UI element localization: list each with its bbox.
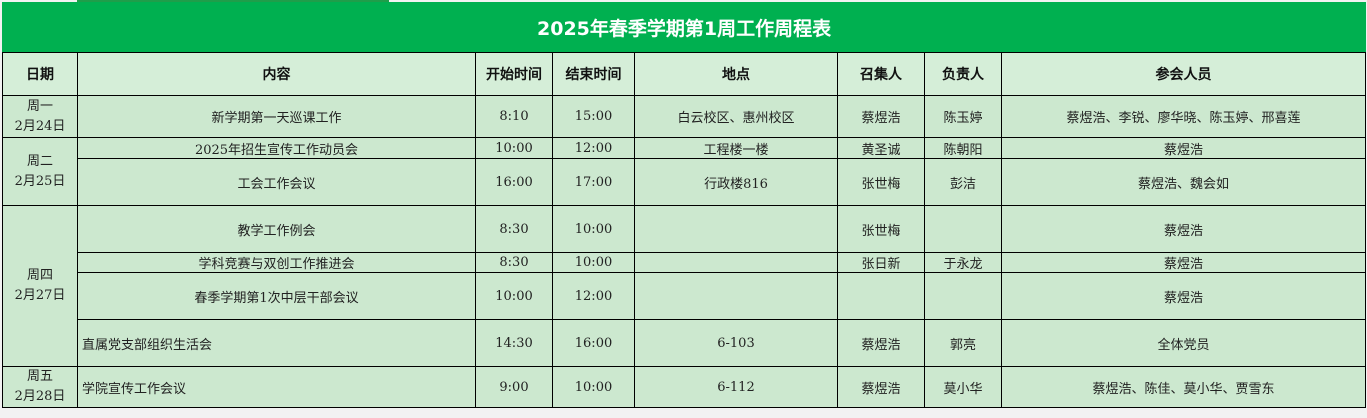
content-cell: 教学工作例会: [77, 205, 476, 253]
column-header: 参会人员: [1000, 52, 1367, 96]
attendees-cell: 蔡煜浩: [1000, 137, 1367, 159]
content-cell: 春季学期第1次中层干部会议: [77, 272, 476, 320]
column-header: 地点: [634, 52, 838, 96]
content-cell: 工会工作会议: [77, 158, 476, 206]
owner-cell: 彭洁: [924, 158, 1002, 206]
start-cell: 9:00: [475, 366, 553, 408]
end-cell: 12:00: [552, 272, 635, 320]
date: 2月25日: [14, 173, 66, 189]
content-cell: 学科竞赛与双创工作推进会: [77, 252, 476, 273]
start-cell: 8:30: [475, 205, 553, 253]
table-body: 周一 2月24日 新学期第一天巡课工作 8:10 15:00 白云校区、惠州校区 蔡煜浩 陈玉…: [2, 95, 1367, 408]
column-header: 召集人: [837, 52, 925, 96]
owner-cell: 于永龙: [924, 252, 1002, 273]
weekday: 周四: [26, 268, 53, 283]
owner-cell: [924, 205, 1002, 253]
start-cell: 10:00: [475, 272, 553, 320]
date-cell: 周四 2月27日: [2, 205, 78, 367]
date: 2月28日: [14, 389, 66, 404]
convener-cell: 张世梅: [837, 158, 925, 206]
table-row: 周五 2月28日 学院宣传工作会议 9:00 10:00 6-112 蔡煜浩 莫小华 蔡煜浩、陈…: [2, 366, 1367, 408]
column-header: 负责人: [924, 52, 1002, 96]
attendees-cell: 全体党员: [1000, 319, 1367, 367]
column-header: 开始时间: [475, 52, 553, 96]
location-cell: 6-103: [634, 319, 838, 367]
start-cell: 16:00: [475, 158, 553, 206]
end-cell: 15:00: [552, 95, 635, 138]
attendees-cell: 蔡煜浩、陈佳、莫小华、贾雪东: [1000, 366, 1367, 408]
location-cell: [634, 252, 838, 273]
column-header: 日期: [2, 52, 78, 96]
header-row: 日期 内容 开始时间 结束时间 地点 召集人 负责人 参会人员: [2, 52, 1367, 96]
end-cell: 10:00: [552, 366, 635, 408]
convener-cell: 张世梅: [837, 205, 925, 253]
convener-cell: [837, 272, 925, 320]
table-row: 直属党支部组织生活会 14:30 16:00 6-103 蔡煜浩 郭亮 全体党员: [3, 319, 1367, 367]
location-cell: 6-112: [634, 366, 838, 408]
table-row: 学科竞赛与双创工作推进会 8:30 10:00 张日新 于永龙 蔡煜浩: [3, 252, 1367, 273]
end-cell: 16:00: [552, 319, 635, 367]
attendees-cell: 蔡煜浩: [1000, 205, 1367, 253]
table-title: 2025年春季学期第1周工作周程表: [1, 2, 1367, 53]
date-cell: 周一 2月24日: [2, 95, 78, 138]
date: 2月24日: [14, 118, 66, 134]
convener-cell: 黄圣诚: [837, 137, 925, 159]
weekday: 周二: [26, 153, 53, 169]
attendees-cell: 蔡煜浩、李锐、廖华晓、陈玉婷、邢喜莲: [1000, 95, 1367, 138]
end-cell: 10:00: [552, 252, 635, 273]
end-cell: 17:00: [552, 158, 635, 206]
convener-cell: 蔡煜浩: [837, 319, 925, 367]
owner-cell: 莫小华: [924, 366, 1002, 408]
convener-cell: 张日新: [837, 252, 925, 273]
start-cell: 8:10: [475, 95, 553, 138]
table-row: 工会工作会议 16:00 17:00 行政楼816 张世梅 彭洁 蔡煜浩、魏会如: [3, 158, 1367, 206]
owner-cell: [924, 272, 1002, 320]
schedule-table: 2025年春季学期第1周工作周程表 日期 内容 开始时间 结束时间 地点 召集人 负责人 参会…: [1, 2, 1367, 408]
table-row: 周四 2月27日 教学工作例会 8:30 10:00 张世梅 蔡煜浩: [2, 205, 1367, 367]
weekday: 周一: [26, 98, 53, 114]
end-cell: 12:00: [552, 137, 635, 159]
owner-cell: 陈玉婷: [924, 95, 1002, 138]
end-cell: 10:00: [552, 205, 635, 253]
table-row: 春季学期第1次中层干部会议 10:00 12:00 蔡煜浩: [3, 272, 1367, 320]
date-cell: 周五 2月28日: [2, 366, 78, 408]
owner-cell: 郭亮: [924, 319, 1002, 367]
owner-cell: 陈朝阳: [924, 137, 1002, 159]
top-strip: [77, 0, 389, 2]
location-cell: [634, 205, 838, 253]
start-cell: 10:00: [475, 137, 553, 159]
table-row: 周一 2月24日 新学期第一天巡课工作 8:10 15:00 白云校区、惠州校区 蔡煜浩 陈玉…: [2, 95, 1367, 138]
column-header: 内容: [77, 52, 476, 96]
attendees-cell: 蔡煜浩、魏会如: [1000, 158, 1367, 206]
location-cell: 工程楼一楼: [634, 137, 838, 159]
content-cell: 直属党支部组织生活会: [77, 319, 476, 367]
start-cell: 8:30: [475, 252, 553, 273]
date: 2月27日: [14, 288, 66, 303]
convener-cell: 蔡煜浩: [837, 95, 925, 138]
content-cell: 新学期第一天巡课工作: [77, 95, 476, 138]
content-cell: 2025年招生宣传工作动员会: [77, 137, 476, 159]
convener-cell: 蔡煜浩: [837, 366, 925, 408]
weekday: 周五: [26, 369, 53, 384]
start-cell: 14:30: [475, 319, 553, 367]
table-row: 周二 2月25日 2025年招生宣传工作动员会 10:00 12:00 工程楼一楼 黄圣诚陈…: [2, 137, 1367, 206]
location-cell: 白云校区、惠州校区: [634, 95, 838, 138]
column-header: 结束时间: [552, 52, 635, 96]
attendees-cell: 蔡煜浩: [1000, 252, 1367, 273]
date-cell: 周二 2月25日: [2, 137, 78, 206]
content-cell: 学院宣传工作会议: [77, 366, 476, 408]
location-cell: 行政楼816: [634, 158, 838, 206]
attendees-cell: 蔡煜浩: [1000, 272, 1367, 320]
location-cell: [634, 272, 838, 320]
